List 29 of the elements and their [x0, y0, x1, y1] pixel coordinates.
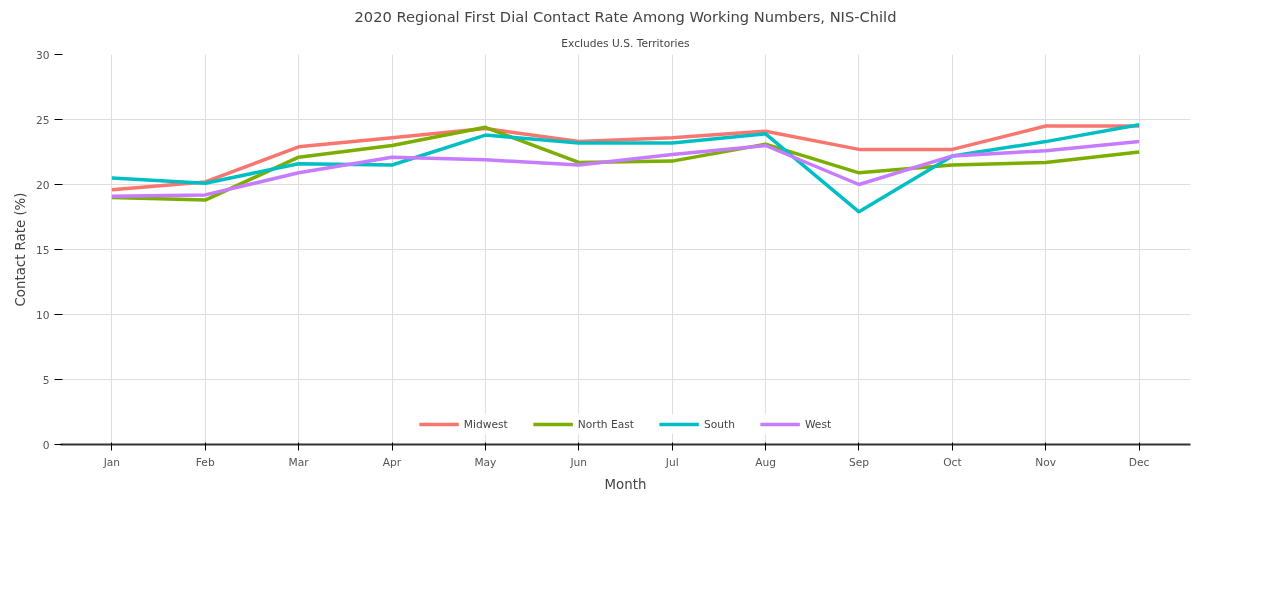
y-tick-label: 20: [35, 178, 50, 192]
y-axis-title: Contact Rate (%): [12, 192, 28, 307]
x-tick-label: Jul: [664, 455, 679, 469]
y-tick-label: 15: [35, 243, 50, 257]
x-tick-label: Nov: [1035, 455, 1057, 469]
x-tick-label: Feb: [195, 455, 215, 469]
legend-label: South: [703, 417, 735, 431]
x-tick-label: Jun: [569, 455, 588, 469]
chart-title: 2020 Regional First Dial Contact Rate Among Working Numbers, NIS-Child: [354, 7, 897, 25]
x-tick-label: Dec: [1128, 455, 1150, 469]
x-tick-label: Sep: [848, 455, 870, 469]
y-tick-label: 10: [35, 308, 50, 322]
legend-label: West: [804, 417, 832, 431]
x-tick-label: Mar: [288, 455, 310, 469]
y-tick-label: 30: [35, 48, 50, 62]
y-tick-label: 5: [42, 373, 50, 387]
x-axis-title: Month: [604, 476, 647, 492]
x-tick-label: Aug: [755, 455, 776, 469]
x-tick-label: Apr: [382, 455, 402, 469]
y-tick-label: 0: [42, 438, 50, 452]
x-tick-label: May: [474, 455, 497, 469]
legend-label: North East: [577, 417, 634, 431]
line-series: [110, 139, 1141, 198]
line-series: [110, 122, 1141, 214]
legend-label: Midwest: [463, 417, 508, 431]
x-tick-label: Oct: [943, 455, 962, 469]
x-tick-label: Jan: [102, 455, 121, 469]
y-tick-label: 25: [35, 113, 50, 127]
chart-subtitle: Excludes U.S. Territories: [561, 36, 691, 50]
